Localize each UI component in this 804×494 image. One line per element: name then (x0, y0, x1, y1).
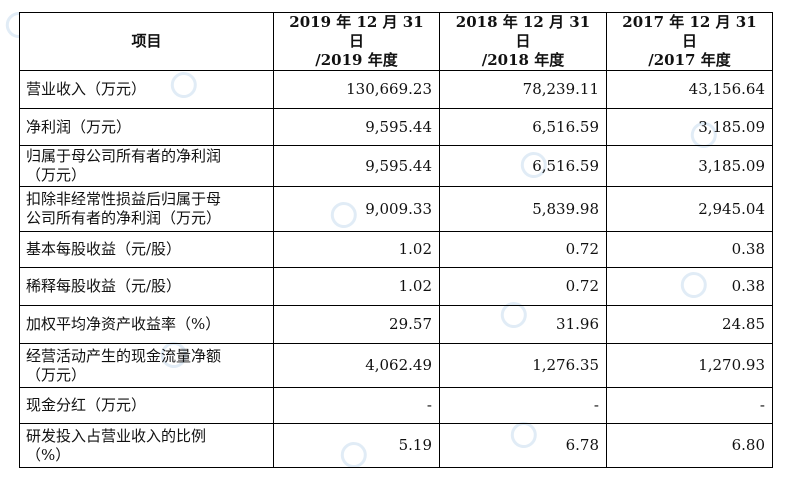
header-2019-line2: /2019 年度 (315, 51, 398, 69)
row-label: 基本每股收益（元/股） (19, 231, 274, 268)
row-label-text: 净利润（万元） (26, 117, 132, 136)
row-label: 扣除非经常性损益后归属于母 公司所有者的净利润（万元） (19, 186, 274, 232)
cell-2017: 3,185.09 (606, 145, 773, 187)
cell-2018: 1,276.35 (439, 343, 607, 388)
cell-2017: 0.38 (606, 267, 773, 306)
row-label: 稀释每股收益（元/股） (19, 267, 274, 306)
header-2017-line2: /2017 年度 (648, 51, 731, 69)
cell-2018: 6.78 (439, 423, 607, 468)
header-2018: 2018 年 12 月 31 日 /2018 年度 (439, 12, 607, 71)
row-label-text: 现金分红（万元） (26, 396, 147, 414)
cell-2018: 31.96 (439, 305, 607, 344)
table-row: 归属于母公司所有者的净利润 （万元） 9,595.44 6,516.59 3,1… (19, 145, 773, 187)
row-label-line1: 研发投入占营业收入的比例 (26, 426, 207, 445)
row-label-line2: （万元） (26, 365, 87, 384)
row-label-line2: （%） (26, 445, 71, 464)
cell-2019: - (273, 387, 440, 424)
header-2018-line1: 2018 年 12 月 31 日 (455, 13, 591, 50)
cell-2019: 4,062.49 (273, 343, 440, 388)
cell-2017: 24.85 (606, 305, 773, 344)
financial-summary-table: 项目 2019 年 12 月 31 日 /2019 年度 2018 年 12 月… (19, 12, 773, 468)
cell-2017: 3,185.09 (606, 108, 773, 146)
cell-2019: 29.57 (273, 305, 440, 344)
table-row: 扣除非经常性损益后归属于母 公司所有者的净利润（万元） 9,009.33 5,8… (19, 186, 773, 232)
row-label-line1: 扣除非经常性损益后归属于母 (26, 190, 222, 208)
cell-2018: 6,516.59 (439, 145, 607, 187)
table-row: 稀释每股收益（元/股） 1.02 0.72 0.38 (19, 267, 773, 306)
row-label: 加权平均净资产收益率（%） (19, 305, 274, 344)
header-2019: 2019 年 12 月 31 日 /2019 年度 (273, 12, 440, 71)
row-label-text: 加权平均净资产收益率（%） (26, 315, 221, 333)
row-label-line2: （万元） (26, 166, 87, 184)
cell-2019: 1.02 (273, 267, 440, 306)
cell-2019: 9,595.44 (273, 108, 440, 146)
row-label: 现金分红（万元） (19, 387, 274, 424)
cell-2017: 0.38 (606, 231, 773, 268)
header-2017-line1: 2017 年 12 月 31 日 (622, 13, 757, 50)
row-label: 经营活动产生的现金流量净额 （万元） (19, 343, 274, 388)
cell-2018: 78,239.11 (439, 70, 607, 109)
cell-2018: 0.72 (439, 267, 607, 306)
row-label: 归属于母公司所有者的净利润 （万元） (19, 145, 274, 187)
cell-2018: 0.72 (439, 231, 607, 268)
cell-2018: 5,839.98 (439, 186, 607, 232)
row-label-text: 稀释每股收益（元/股） (26, 277, 182, 295)
table-row: 研发投入占营业收入的比例 （%） 5.19 6.78 6.80 (19, 423, 773, 468)
table-row: 经营活动产生的现金流量净额 （万元） 4,062.49 1,276.35 1,2… (19, 343, 773, 388)
row-label: 研发投入占营业收入的比例 （%） (19, 423, 274, 468)
header-item-label: 项目 (131, 32, 162, 50)
cell-2019: 5.19 (273, 423, 440, 468)
header-2018-line2: /2018 年度 (481, 51, 565, 69)
header-item: 项目 (19, 12, 274, 71)
table-row: 净利润（万元） 9,595.44 6,516.59 3,185.09 (19, 108, 773, 146)
cell-2018: - (439, 387, 607, 424)
table-row: 现金分红（万元） - - - (19, 387, 773, 424)
header-2017: 2017 年 12 月 31 日 /2017 年度 (606, 12, 773, 71)
header-2019-line1: 2019 年 12 月 31 日 (289, 13, 424, 50)
row-label: 净利润（万元） (19, 108, 274, 146)
table-row: 基本每股收益（元/股） 1.02 0.72 0.38 (19, 231, 773, 268)
cell-2017: 1,270.93 (606, 343, 773, 388)
table-row: 营业收入（万元） 130,669.23 78,239.11 43,156.64 (19, 70, 773, 109)
cell-2017: - (606, 387, 773, 424)
cell-2019: 9,595.44 (273, 145, 440, 187)
cell-2017: 2,945.04 (606, 186, 773, 232)
row-label-line2: 公司所有者的净利润（万元） (26, 209, 222, 227)
cell-2018: 6,516.59 (439, 108, 607, 146)
table-header-row: 项目 2019 年 12 月 31 日 /2019 年度 2018 年 12 月… (19, 12, 773, 71)
row-label-text: 基本每股收益（元/股） (26, 240, 182, 258)
row-label-line1: 经营活动产生的现金流量净额 (26, 346, 222, 365)
row-label: 营业收入（万元） (19, 70, 274, 109)
cell-2017: 43,156.64 (606, 70, 773, 109)
cell-2019: 130,669.23 (273, 70, 440, 109)
cell-2019: 1.02 (273, 231, 440, 268)
row-label-line1: 归属于母公司所有者的净利润 (26, 147, 222, 165)
row-label-text: 营业收入（万元） (26, 80, 147, 98)
table-row: 加权平均净资产收益率（%） 29.57 31.96 24.85 (19, 305, 773, 344)
cell-2019: 9,009.33 (273, 186, 440, 232)
cell-2017: 6.80 (606, 423, 773, 468)
